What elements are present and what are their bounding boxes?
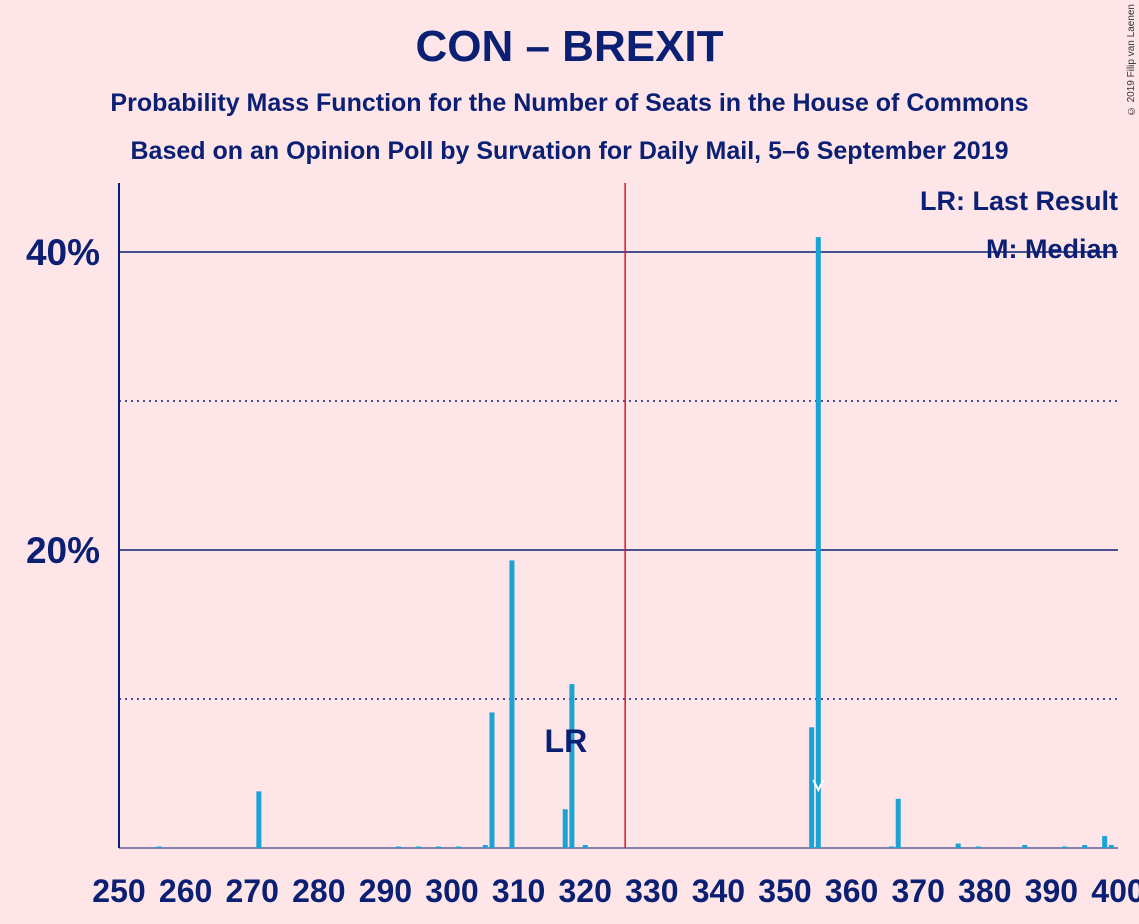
x-tick-label: 310 (492, 873, 545, 909)
bar (895, 798, 901, 848)
bar (582, 845, 588, 848)
x-tick-label: 320 (559, 873, 612, 909)
bar (975, 846, 981, 848)
bar (416, 846, 422, 848)
bar (456, 846, 462, 848)
legend-last-result: LR: Last Result (920, 186, 1118, 216)
x-tick-label: 270 (226, 873, 279, 909)
chart-subtitle-1: Probability Mass Function for the Number… (110, 89, 1029, 117)
bar (569, 684, 575, 848)
legend-median: M: Median (986, 234, 1118, 264)
bar (809, 727, 815, 848)
bar (489, 712, 495, 848)
x-tick-label: 370 (892, 873, 945, 909)
bar (562, 809, 568, 848)
bar (156, 846, 162, 848)
x-tick-label: 340 (692, 873, 745, 909)
x-tick-label: 360 (825, 873, 878, 909)
bar (1062, 846, 1068, 848)
bar (256, 791, 262, 848)
bar (1108, 845, 1114, 848)
bar (889, 846, 895, 848)
x-tick-label: 300 (425, 873, 478, 909)
chart-title: CON – BREXIT (415, 22, 724, 71)
y-tick-label: 40% (26, 232, 100, 273)
bar (482, 845, 488, 848)
x-tick-label: 330 (625, 873, 678, 909)
x-tick-label: 390 (1025, 873, 1078, 909)
bar (436, 846, 442, 848)
last-result-label: LR (545, 723, 588, 759)
bar (396, 846, 402, 848)
bar (815, 237, 821, 849)
bar (1022, 845, 1028, 848)
x-tick-label: 260 (159, 873, 212, 909)
bar (1102, 836, 1108, 848)
y-tick-label: 20% (26, 530, 100, 571)
x-tick-label: 290 (359, 873, 412, 909)
bar (955, 843, 961, 848)
x-tick-label: 280 (292, 873, 345, 909)
x-tick-label: 250 (92, 873, 145, 909)
x-tick-label: 380 (958, 873, 1011, 909)
bar (1082, 845, 1088, 848)
median-marker (812, 779, 825, 793)
x-tick-label: 350 (758, 873, 811, 909)
bar (509, 560, 515, 848)
x-tick-label: 400 (1091, 873, 1139, 909)
chart-subtitle-2: Based on an Opinion Poll by Survation fo… (130, 137, 1009, 165)
